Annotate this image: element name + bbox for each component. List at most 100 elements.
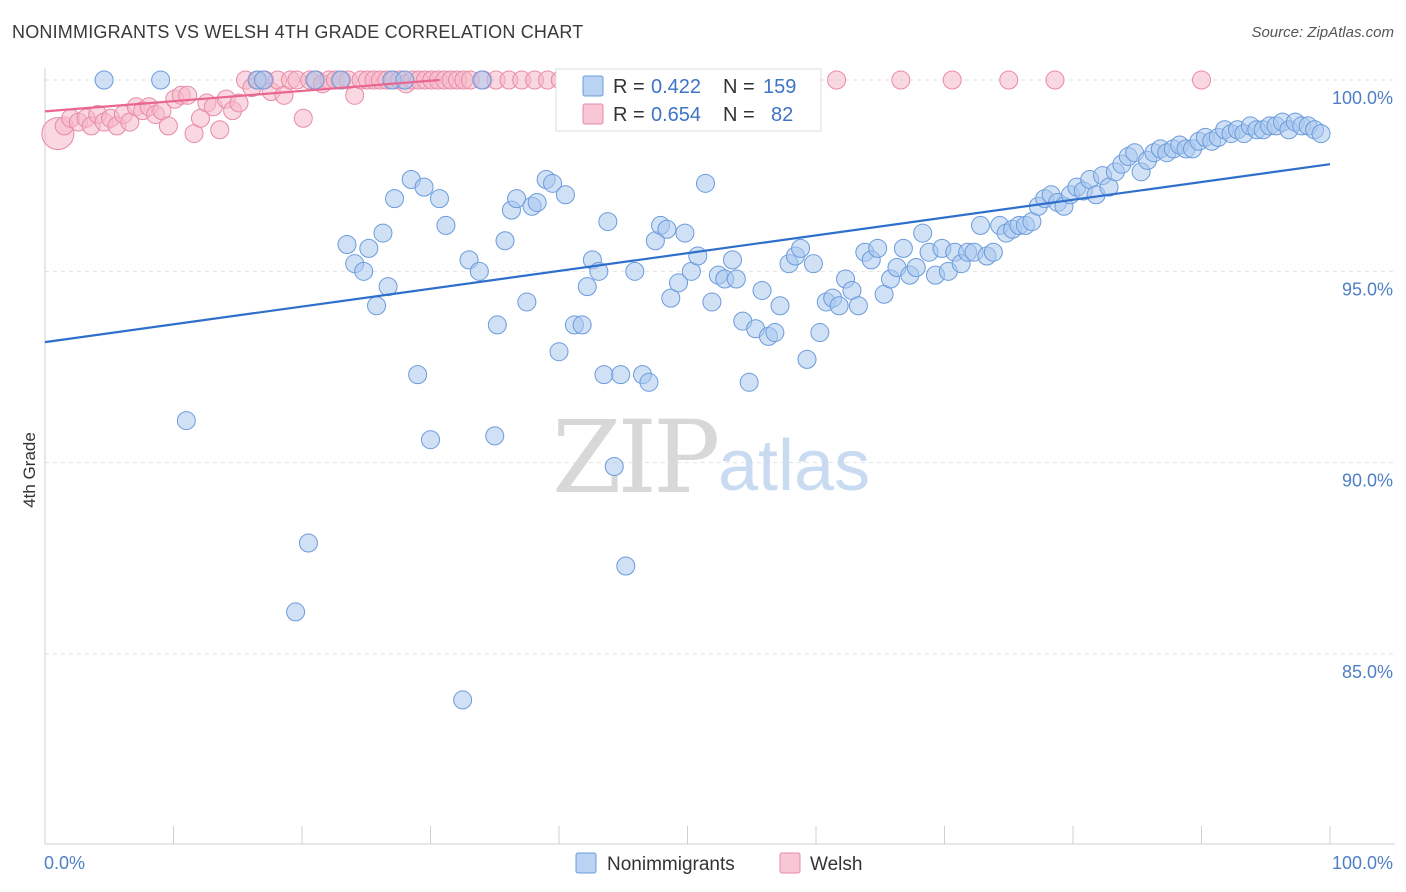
welsh-point (229, 93, 249, 113)
nonimmigrants-point (752, 280, 772, 300)
watermark-zip: ZIP (552, 399, 717, 516)
nonimmigrants-point (970, 215, 990, 235)
legend-swatch-nonimmigrants (582, 75, 604, 97)
chart-title: NONIMMIGRANTS VS WELSH 4TH GRADE CORRELA… (12, 22, 584, 42)
nonimmigrants-point (495, 231, 515, 251)
nonimmigrants-point (702, 292, 722, 312)
nonimmigrants-point (507, 189, 527, 209)
watermark: ZIP atlas (552, 399, 870, 516)
nonimmigrants-point (421, 430, 440, 450)
nonimmigrants-point (151, 70, 171, 90)
nonimmigrants-point (1311, 124, 1331, 144)
legend-r-label: R = (613, 76, 645, 98)
legend-swatch-welsh (582, 103, 604, 125)
y-axis-label: 4th Grade (20, 432, 39, 508)
nonimmigrants-point (527, 192, 547, 212)
nonimmigrants-point (543, 173, 563, 193)
nonimmigrants-point (657, 219, 677, 239)
nonimmigrants-point (517, 292, 537, 312)
nonimmigrants-point (577, 277, 597, 297)
nonimmigrants-point (594, 365, 614, 385)
nonimmigrants-point (436, 215, 456, 235)
welsh-point (999, 70, 1019, 90)
legend-r-value: 0.654 (651, 104, 701, 126)
nonimmigrants-point (414, 177, 434, 197)
axes (44, 68, 1395, 845)
nonimmigrants-point (385, 189, 405, 209)
nonimmigrants-point (695, 173, 715, 193)
nonimmigrants-point (331, 70, 351, 90)
nonimmigrants-point (469, 261, 489, 281)
nonimmigrants-point (722, 250, 742, 270)
nonimmigrants-point (395, 70, 415, 90)
nonimmigrants-point (176, 411, 196, 431)
nonimmigrants-point (572, 315, 592, 335)
nonimmigrants-point (549, 342, 569, 362)
nonimmigrants-point (810, 323, 830, 343)
y-tick-label: 100.0% (1332, 88, 1393, 108)
legend-n-label: N = (723, 76, 755, 98)
legend-n-label: N = (723, 104, 755, 126)
nonimmigrants-trend-line (44, 163, 1331, 344)
nonimmigrants-point (253, 70, 273, 90)
nonimmigrants-point (94, 70, 114, 90)
nonimmigrants-point (868, 238, 888, 258)
nonimmigrants-point (639, 372, 659, 392)
y-tick-label: 85.0% (1342, 662, 1393, 682)
nonimmigrants-point (765, 323, 785, 343)
nonimmigrants-point (797, 349, 817, 369)
nonimmigrants-point (359, 238, 379, 258)
nonimmigrants-point (906, 258, 926, 278)
nonimmigrants-point (604, 456, 624, 476)
nonimmigrants-point (453, 690, 473, 710)
welsh-point (293, 108, 313, 128)
nonimmigrants-point (354, 261, 374, 281)
legend-bottom: Nonimmigrants Welsh (575, 852, 862, 875)
nonimmigrants-point (913, 223, 933, 243)
y-tick-label: 90.0% (1342, 471, 1393, 491)
nonimmigrants-point (770, 296, 790, 316)
welsh-point (210, 120, 230, 140)
legend-swatch-nonimmigrants (575, 852, 597, 874)
nonimmigrants-point (337, 235, 357, 255)
nonimmigrants-point (669, 273, 689, 293)
nonimmigrants-point (661, 288, 681, 308)
nonimmigrants-point (625, 261, 645, 281)
nonimmigrants-point (373, 223, 393, 243)
legend-r-value: 0.422 (651, 76, 701, 98)
welsh-point (158, 116, 178, 136)
nonimmigrants-point (675, 223, 695, 243)
legend-r-label: R = (613, 104, 645, 126)
x-tick-label: 0.0% (44, 853, 85, 873)
nonimmigrants-point (848, 296, 868, 316)
legend-swatch-welsh (779, 852, 801, 874)
tick-labels: 100.0% 95.0% 90.0% 85.0% 0.0% 100.0% (44, 88, 1393, 873)
legend-top: R = 0.422 N = 159 R = 0.654 N = 82 (555, 68, 822, 132)
source-label: Source: ZipAtlas.com (1251, 24, 1394, 41)
nonimmigrants-point (487, 315, 507, 335)
grid (45, 79, 1395, 655)
legend-label-nonimmigrants: Nonimmigrants (607, 854, 735, 875)
nonimmigrants-point (429, 189, 449, 209)
welsh-trend-line (44, 78, 440, 113)
nonimmigrants-point (616, 556, 636, 576)
nonimmigrants-point (286, 602, 306, 622)
nonimmigrants-point (298, 533, 318, 553)
nonimmigrants-point (739, 372, 759, 392)
nonimmigrants-point (829, 296, 849, 316)
nonimmigrants-point (367, 296, 387, 316)
nonimmigrants-point (305, 70, 325, 90)
nonimmigrants-point (472, 70, 492, 90)
trend-lines (44, 78, 1331, 344)
nonimmigrants-point (688, 246, 708, 266)
nonimmigrants-point (408, 365, 428, 385)
welsh-point (1192, 70, 1211, 90)
nonimmigrants-point (983, 242, 1003, 262)
nonimmigrants-point (791, 238, 811, 258)
x-tick-label: 100.0% (1332, 853, 1393, 873)
nonimmigrants-points (94, 70, 1331, 710)
legend-n-value: 159 (763, 76, 796, 98)
nonimmigrants-point (555, 185, 575, 205)
nonimmigrants-point (485, 426, 505, 446)
